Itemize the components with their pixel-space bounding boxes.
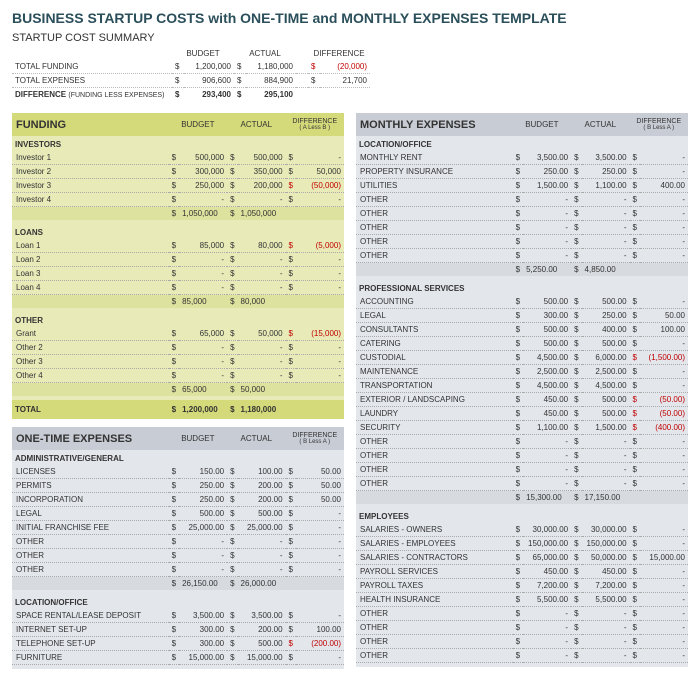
col-actual: ACTUAL <box>234 47 296 60</box>
data-row: TELEPHONE SET-UP $300.00 $500.00 $(200.0… <box>12 637 344 651</box>
data-row: OTHER $- $- $- <box>356 449 688 463</box>
data-row: CATERING $500.00 $500.00 $- <box>356 337 688 351</box>
group-name: PROFESSIONAL SERVICES <box>356 280 688 295</box>
data-row: OTHER $- $- $- <box>356 249 688 263</box>
data-row: OTHER $- $- $- <box>356 207 688 221</box>
data-row: OTHER $- $- $- <box>356 621 688 635</box>
data-row: OTHER $- $- $- <box>356 193 688 207</box>
data-row: UTILITIES $1,500.00 $1,100.00 $400.00 <box>356 179 688 193</box>
data-row: FURNITURE $15,000.00 $15,000.00 $- <box>12 651 344 665</box>
data-row: Loan 2 $- $- $- <box>12 253 344 267</box>
data-row: SALARIES - OWNERS $30,000.00 $30,000.00 … <box>356 523 688 537</box>
data-row: Other 4 $- $- $- <box>12 369 344 383</box>
group-name: INVESTORS <box>12 136 344 151</box>
data-row: Other 3 $- $- $- <box>12 355 344 369</box>
group-name: LOCATION/OFFICE <box>356 136 688 151</box>
group-name: LOCATION/OFFICE <box>12 594 344 609</box>
data-row: ACCOUNTING $500.00 $500.00 $- <box>356 295 688 309</box>
data-row: OTHER $- $- $- <box>12 563 344 577</box>
data-row: Investor 4 $- $- $- <box>12 193 344 207</box>
group-name: OTHER <box>12 312 344 327</box>
data-row: INITIAL FRANCHISE FEE $25,000.00 $25,000… <box>12 521 344 535</box>
data-row: OTHER $- $- $- <box>356 235 688 249</box>
summary-row-label: TOTAL FUNDING <box>12 60 172 74</box>
data-row: CONSULTANTS $500.00 $400.00 $100.00 <box>356 323 688 337</box>
data-row: SECURITY $1,100.00 $1,500.00 $(400.00) <box>356 421 688 435</box>
data-row: OTHER $- $- $- <box>356 635 688 649</box>
data-row: PROPERTY INSURANCE $250.00 $250.00 $- <box>356 165 688 179</box>
section-title: MONTHLY EXPENSES <box>356 113 513 136</box>
data-row: SALARIES - EMPLOYEES $150,000.00 $150,00… <box>356 537 688 551</box>
data-row: Investor 1 $500,000 $500,000 $- <box>12 151 344 165</box>
data-row: LEGAL $300.00 $250.00 $50.00 <box>356 309 688 323</box>
data-row: OTHER $- $- $- <box>356 649 688 663</box>
funding-section: FUNDING BUDGET ACTUAL DIFFERENCE( A Less… <box>12 113 344 419</box>
group-name: LOANS <box>12 224 344 239</box>
data-row: Loan 3 $- $- $- <box>12 267 344 281</box>
section-title: FUNDING <box>12 113 169 136</box>
data-row: OTHER $- $- $- <box>12 549 344 563</box>
data-row: PAYROLL TAXES $7,200.00 $7,200.00 $- <box>356 579 688 593</box>
group-name: ADMINISTRATIVE/GENERAL <box>12 450 344 465</box>
group-name: EMPLOYEES <box>356 508 688 523</box>
data-row: PERMITS $250.00 $200.00 $50.00 <box>12 479 344 493</box>
summary-table: BUDGET ACTUAL DIFFERENCE TOTAL FUNDING $… <box>12 47 370 101</box>
summary-title: STARTUP COST SUMMARY <box>12 32 688 44</box>
data-row: LEGAL $500.00 $500.00 $- <box>12 507 344 521</box>
data-row: SALARIES - CONTRACTORS $65,000.00 $50,00… <box>356 551 688 565</box>
data-row: TRANSPORTATION $4,500.00 $4,500.00 $- <box>356 379 688 393</box>
data-row: LICENSES $150.00 $100.00 $50.00 <box>12 465 344 479</box>
data-row: Loan 4 $- $- $- <box>12 281 344 295</box>
data-row: OTHER $- $- $- <box>356 221 688 235</box>
section-title: ONE-TIME EXPENSES <box>12 427 169 450</box>
col-diff: DIFFERENCE <box>308 47 370 60</box>
page-title: BUSINESS STARTUP COSTS with ONE-TIME and… <box>12 10 688 26</box>
data-row: OTHER $- $- $- <box>356 607 688 621</box>
data-row: Investor 3 $250,000 $200,000 $(50,000) <box>12 179 344 193</box>
data-row: SPACE RENTAL/LEASE DEPOSIT $3,500.00 $3,… <box>12 609 344 623</box>
monthly-section: MONTHLY EXPENSES BUDGET ACTUAL DIFFERENC… <box>356 113 688 667</box>
data-row: Other 2 $- $- $- <box>12 341 344 355</box>
col-budget: BUDGET <box>172 47 234 60</box>
data-row: CUSTODIAL $4,500.00 $6,000.00 $(1,500.00… <box>356 351 688 365</box>
summary-row-label: TOTAL EXPENSES <box>12 74 172 88</box>
data-row: PAYROLL SERVICES $450.00 $450.00 $- <box>356 565 688 579</box>
data-row: Grant $65,000 $50,000 $(15,000) <box>12 327 344 341</box>
data-row: MAINTENANCE $2,500.00 $2,500.00 $- <box>356 365 688 379</box>
data-row: INCORPORATION $250.00 $200.00 $50.00 <box>12 493 344 507</box>
data-row: OTHER $- $- $- <box>356 463 688 477</box>
data-row: OTHER $- $- $- <box>356 435 688 449</box>
data-row: INTERNET SET-UP $300.00 $200.00 $100.00 <box>12 623 344 637</box>
data-row: Loan 1 $85,000 $80,000 $(5,000) <box>12 239 344 253</box>
data-row: Investor 2 $300,000 $350,000 $50,000 <box>12 165 344 179</box>
data-row: OTHER $- $- $- <box>356 477 688 491</box>
data-row: OTHER $- $- $- <box>12 535 344 549</box>
data-row: LAUNDRY $450.00 $500.00 $(50.00) <box>356 407 688 421</box>
onetime-section: ONE-TIME EXPENSES BUDGET ACTUAL DIFFEREN… <box>12 427 344 669</box>
data-row: MONTHLY RENT $3,500.00 $3,500.00 $- <box>356 151 688 165</box>
data-row: EXTERIOR / LANDSCAPING $450.00 $500.00 $… <box>356 393 688 407</box>
